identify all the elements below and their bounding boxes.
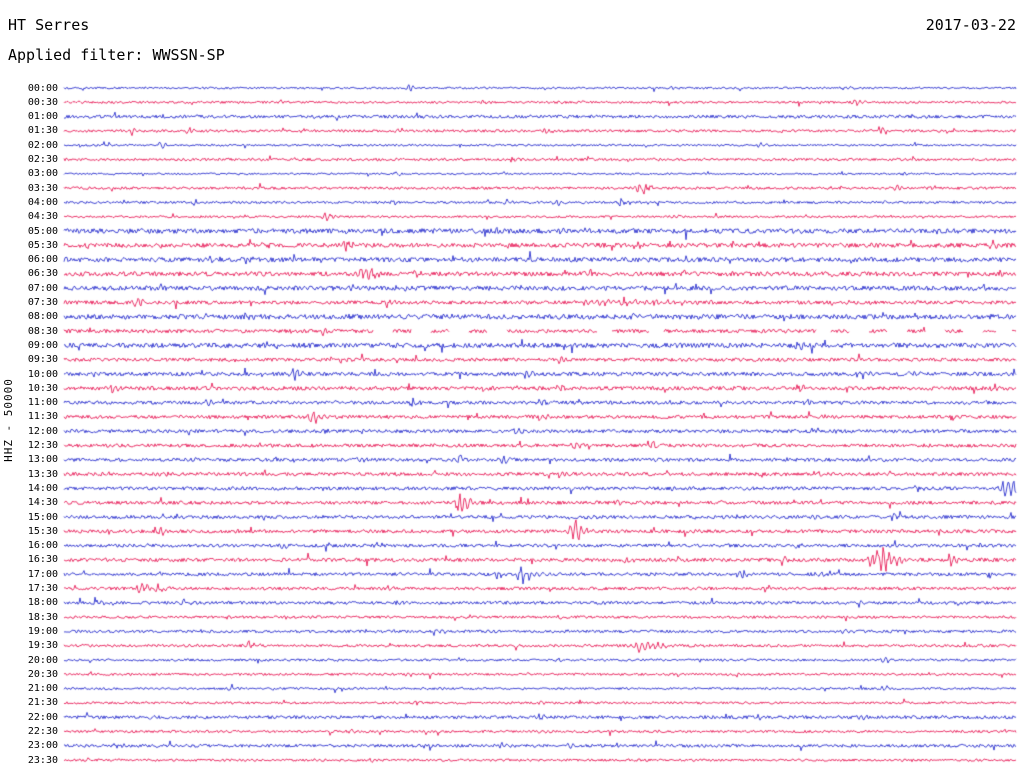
time-label: 11:00 (27, 397, 58, 409)
time-label: 22:00 (27, 711, 58, 723)
time-label: 18:30 (27, 611, 58, 623)
time-label: 05:00 (27, 225, 58, 237)
station-name: HT Serres (8, 16, 90, 34)
time-label: 04:30 (27, 211, 58, 223)
time-label: 08:00 (27, 311, 58, 323)
time-label: 13:00 (27, 454, 58, 466)
time-label: 13:30 (27, 468, 58, 480)
time-label: 19:30 (27, 640, 58, 652)
time-label: 01:00 (27, 111, 58, 123)
time-label: 10:00 (27, 368, 58, 380)
time-label: 12:30 (27, 440, 58, 451)
time-label: 15:30 (27, 525, 58, 537)
time-label: 17:30 (27, 583, 58, 594)
time-label: 03:30 (27, 182, 58, 194)
time-label: 23:30 (27, 754, 58, 766)
time-label: 00:00 (27, 82, 58, 94)
time-label: 07:00 (27, 282, 58, 294)
time-label: 17:00 (27, 568, 58, 580)
time-label: 21:30 (27, 697, 58, 709)
time-label: 09:00 (27, 339, 58, 351)
time-label: 14:30 (27, 497, 58, 509)
time-label: 06:30 (27, 268, 58, 280)
time-label: 06:00 (27, 254, 58, 266)
applied-filter-label: Applied filter: WWSSN-SP (8, 46, 225, 64)
time-label: 09:30 (27, 354, 58, 366)
time-label: 11:30 (27, 411, 58, 423)
time-label: 01:30 (27, 125, 58, 137)
date-label: 2017-03-22 (925, 16, 1016, 34)
time-label: 12:00 (27, 425, 58, 437)
time-label: 16:00 (27, 540, 58, 552)
time-label: 02:30 (27, 154, 58, 165)
time-label: 15:00 (27, 511, 58, 523)
time-label: 22:30 (27, 726, 58, 737)
time-label: 07:30 (27, 297, 58, 308)
time-label: 10:30 (27, 382, 58, 394)
time-label: 23:00 (27, 740, 58, 752)
time-label: 05:30 (27, 239, 58, 251)
time-label: 18:00 (27, 597, 58, 609)
time-label: 21:00 (27, 683, 58, 695)
time-label: 16:30 (27, 554, 58, 566)
time-label: 14:00 (27, 482, 58, 494)
time-label: 04:00 (27, 196, 58, 208)
time-label: 19:00 (27, 625, 58, 637)
time-label: 20:00 (27, 654, 58, 666)
time-label: 08:30 (27, 325, 58, 337)
time-label: 00:30 (27, 96, 58, 108)
time-label: 03:00 (27, 168, 58, 180)
time-label: 02:00 (27, 139, 58, 151)
time-label: 20:30 (27, 668, 58, 680)
